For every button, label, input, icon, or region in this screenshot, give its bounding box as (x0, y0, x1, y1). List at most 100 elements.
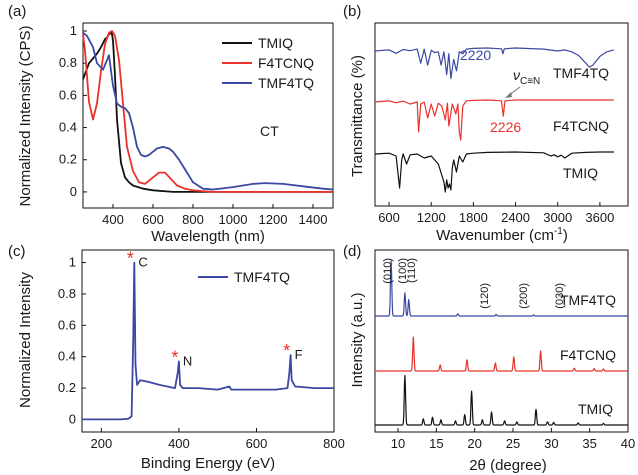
panel-d-xtick-label: 20 (467, 436, 481, 451)
panel-d-xtick-label: 30 (544, 436, 558, 451)
panel-a-xtick-label: 1000 (219, 212, 248, 227)
panel-a-xtick-label: 800 (182, 212, 204, 227)
legend-label-f4tcnq: F4TCNQ (258, 55, 314, 71)
series-line-f4tcnq (82, 30, 333, 193)
panel-b-nu-arrowhead (505, 92, 512, 98)
panel-a-xtick-label: 1400 (299, 212, 328, 227)
panel-c-legend: TMF4TQ (198, 269, 290, 285)
reflection-label: (030) (554, 283, 566, 309)
series-line-tmf4tq (374, 260, 629, 317)
panel-c-ytick-label: 0 (69, 411, 76, 426)
series-line-tmf4tq (82, 261, 334, 421)
panel-c-ytick-label: 1 (69, 255, 76, 270)
panel-d: (d) 10 15 20 25 30 35 40 (010) (100)(110)(120)(… (343, 243, 635, 474)
panel-b-xtick-label: 3000 (543, 210, 572, 225)
panel-a-xtick-label: 400 (102, 212, 124, 227)
series-line-tmf4tq (82, 31, 334, 191)
panel-a-xlabel: Wavelength (nm) (151, 228, 265, 245)
panel-b-xlabel: Wavenumber (cm-1) (436, 226, 568, 244)
series-line-tmiq (82, 31, 333, 193)
panel-c-peak-labels: * C * N * F (127, 249, 303, 369)
panel-b-ylabel: Transmittance (%) (349, 55, 366, 177)
panel-c-ytick-label: 0.6 (58, 317, 76, 332)
panel-b-xtick-label: 3600 (585, 210, 614, 225)
panel-b-letter: (b) (343, 3, 361, 20)
panel-a-ytick-label: 0.6 (59, 87, 77, 102)
panel-a-ytick-label: 0.8 (59, 55, 77, 70)
panel-a-ylabel: Normalized Intensity (CPS) (17, 26, 34, 207)
legend-label-tmiq: TMIQ (258, 35, 293, 51)
panel-d-xtick-label: 10 (391, 436, 405, 451)
panel-d-frame (374, 249, 629, 433)
panel-b-label-tmiq: TMIQ (563, 165, 598, 181)
panel-b-ticks: 600 1200 1800 2400 3000 3600 (378, 202, 614, 225)
panel-d-label-tmf4tq: TMF4TQ (560, 292, 616, 308)
panel-c-ytick-label: 0.4 (58, 349, 76, 364)
peak-label-f: F (295, 347, 303, 362)
panel-d-ylabel: Intensity (a.u.) (349, 292, 366, 387)
panel-a-ytick-label: 0.4 (59, 120, 77, 135)
panel-d-xtick-label: 35 (582, 436, 596, 451)
panel-b-series (374, 47, 615, 193)
panel-c-letter: (c) (8, 243, 26, 260)
panel-d-ticks: 10 15 20 25 30 35 40 (391, 428, 635, 451)
panel-d-reflection-labels: (010) (100)(110) (120) (200) (030) (382, 258, 566, 309)
panel-d-xlabel: 2θ (degree) (469, 457, 547, 474)
panel-c-ytick-label: 0.2 (58, 380, 76, 395)
panel-b-xtick-label: 1200 (417, 210, 446, 225)
panel-b-peak-2226: 2226 (490, 119, 521, 135)
legend-label-tmf4tq-c: TMF4TQ (234, 269, 290, 285)
panel-b-xtick-label: 600 (378, 210, 400, 225)
panel-a-ticks: 400 600 800 1000 1200 1400 0 0.2 0.4 0.6 0.8 1 (59, 23, 328, 227)
series-line-f4tcnq (374, 336, 629, 372)
panel-a-ct-annotation: CT (260, 123, 279, 139)
panel-b-nu-label: νC≡N (513, 67, 540, 87)
panel-b: (b) 600 1200 1800 2400 3000 3600 Wavenumber (… (343, 3, 629, 244)
panel-d-label-f4tcnq: F4TCNQ (560, 347, 616, 363)
reflection-label: (120) (479, 283, 491, 309)
reflection-label: (010) (382, 258, 394, 284)
panel-a-letter: (a) (8, 3, 26, 20)
panel-c-xtick-label: 600 (246, 436, 268, 451)
panel-a-ytick-label: 1 (70, 23, 77, 38)
panel-a-xtick-label: 1200 (259, 212, 288, 227)
panel-c-ytick-label: 0.8 (58, 286, 76, 301)
panel-c-series (82, 261, 334, 421)
panel-c-ticks: 200 400 600 800 0 0.2 0.4 0.6 0.8 1 (58, 255, 345, 451)
panel-c-xtick-label: 200 (91, 436, 113, 451)
series-line-tmf4tq (374, 47, 615, 79)
panel-a-frame (82, 22, 334, 209)
panel-d-series (374, 260, 629, 426)
panel-c-xtick-label: 400 (168, 436, 190, 451)
panel-a-legend: TMIQ F4TCNQ TMF4TQ (222, 35, 314, 91)
panel-d-letter: (d) (343, 243, 361, 260)
panel-c-xlabel: Binding Energy (eV) (141, 455, 275, 472)
panel-b-peak-2220: 2220 (460, 47, 491, 63)
panel-b-xtick-label: 1800 (459, 210, 488, 225)
panel-a-ytick-label: 0 (70, 184, 77, 199)
legend-label-tmf4tq: TMF4TQ (258, 75, 314, 91)
panel-a-ytick-label: 0.2 (59, 152, 77, 167)
panel-d-xtick-label: 15 (429, 436, 443, 451)
panel-b-xtick-label: 2400 (501, 210, 530, 225)
panel-a-series (82, 30, 334, 193)
reflection-label: (100) (397, 258, 409, 284)
panel-a-xtick-label: 600 (142, 212, 164, 227)
reflection-label: (200) (518, 283, 530, 309)
panel-d-xtick-label: 25 (506, 436, 520, 451)
panel-b-frame (374, 22, 629, 207)
panel-c-ylabel: Normalized Intensity (17, 272, 34, 408)
series-line-tmiq (374, 151, 614, 193)
peak-star-c: * (127, 249, 134, 269)
panel-c-frame (81, 249, 335, 433)
panel-c-xtick-label: 800 (323, 436, 345, 451)
peak-star-f: * (283, 341, 290, 361)
panel-d-label-tmiq: TMIQ (578, 401, 613, 417)
peak-label-n: N (183, 353, 192, 368)
series-line-f4tcnq (374, 99, 614, 141)
reflection-label: (110) (406, 258, 418, 283)
peak-label-c: C (138, 255, 147, 270)
panel-d-xtick-label: 40 (621, 436, 635, 451)
panel-b-label-tmf4tq: TMF4TQ (553, 65, 609, 81)
